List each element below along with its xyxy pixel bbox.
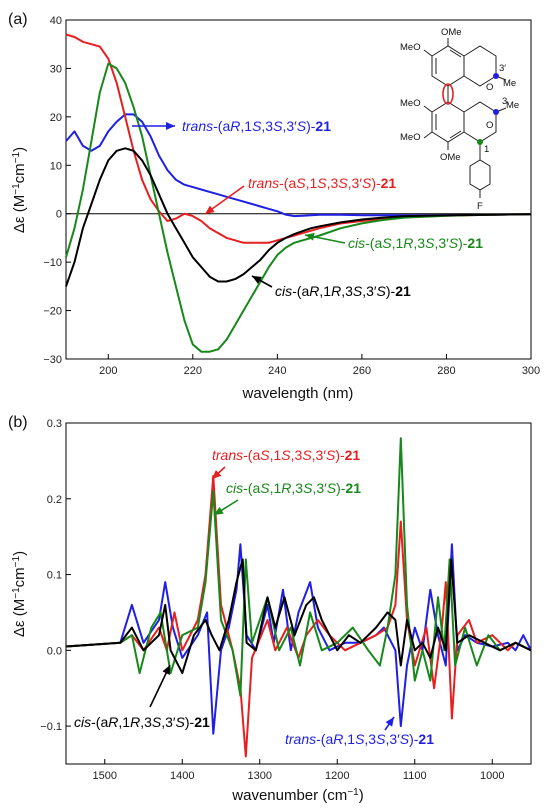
- meo-bond: [423, 49, 433, 57]
- y-tick-label: −20: [43, 306, 62, 318]
- annotation-arrow: [132, 122, 175, 130]
- lower-aromatic-ring: [431, 101, 465, 143]
- panel-b-series: [65, 437, 532, 758]
- x-tick-label: 1500: [93, 770, 117, 782]
- x-tick-label: 1000: [480, 770, 504, 782]
- x-tick-label: 1400: [170, 770, 194, 782]
- meo-label: MeO: [400, 98, 421, 109]
- meo-label: MeO: [400, 132, 421, 143]
- series-line-0: [65, 113, 532, 218]
- ome-label: OMe: [441, 27, 462, 38]
- stereocenter-3prime-marker: [493, 73, 499, 79]
- stereocenter-3-marker: [493, 109, 499, 115]
- series-line-2: [65, 437, 532, 697]
- panel-a-series: [65, 33, 532, 353]
- fluorine-label: F: [477, 201, 483, 212]
- y-tick-label: 0.1: [47, 570, 62, 582]
- x-tick-label: 260: [353, 365, 371, 377]
- meo-label: MeO: [400, 42, 421, 53]
- chiral-axis-highlight-icon: [442, 83, 454, 105]
- annotation-arrow: [211, 466, 226, 480]
- x-tick-label: 220: [184, 365, 202, 377]
- y-tick-label: 0.2: [47, 494, 62, 506]
- annotation-label: cis-(aR,1R,3S,3′S)-21: [275, 283, 411, 299]
- series-line-1: [65, 33, 532, 244]
- annotation-label: trans-(aR,1S,3S,3′S)-21: [182, 118, 331, 134]
- x-tick-label: 240: [268, 365, 286, 377]
- series-line-2: [65, 62, 532, 353]
- series-line-3: [65, 558, 532, 675]
- y-tick-label: −0.1: [40, 721, 62, 733]
- annotation-label: cis-(aR,1R,3S,3′S)-21: [74, 714, 210, 730]
- lower-ring-double-bond: [449, 130, 462, 139]
- fluorophenyl-ring: [469, 159, 491, 191]
- upper-ring-double-bond: [449, 49, 462, 58]
- annotation-label: trans-(aS,1S,3S,3′S)-21: [248, 175, 396, 191]
- annotation-arrow: [304, 232, 346, 244]
- oxygen-label: O: [486, 82, 493, 93]
- stereocenter-1-marker: [477, 139, 483, 145]
- annotation-label: cis-(aS,1R,3S,3′S)-21: [348, 235, 483, 251]
- panel-b-annotations: trans-(aS,1S,3S,3′S)-21 cis-(aS,1R,3S,3′S…: [74, 447, 434, 747]
- panel-b-label: (b): [8, 414, 28, 431]
- stereo-1-label: 1: [484, 144, 489, 155]
- upper-oxygen-ring: [463, 45, 497, 87]
- x-tick-label: 1100: [403, 770, 427, 782]
- panel-a-x-axis-title: wavelength (nm): [242, 385, 354, 402]
- x-tick-label: 200: [99, 365, 117, 377]
- panel-b-plot-frame: [65, 422, 532, 765]
- annotation-label: trans-(aS,1S,3S,3′S)-21: [212, 447, 360, 463]
- panel-a-y-axis-title: Δε (M−1cm−1): [11, 147, 29, 233]
- y-tick-label: 30: [50, 63, 62, 75]
- x-tick-label: 1200: [325, 770, 349, 782]
- y-tick-label: 40: [50, 15, 62, 27]
- x-tick-label: 1300: [248, 770, 272, 782]
- annotation-arrow: [384, 716, 395, 731]
- y-tick-label: 20: [50, 112, 62, 124]
- lower-oxygen-ring: [463, 101, 497, 143]
- annotation-arrow: [149, 664, 171, 708]
- x-tick-label: 280: [437, 365, 455, 377]
- y-tick-label: 10: [50, 160, 62, 172]
- upper-aromatic-ring: [431, 45, 465, 87]
- panel-a-ticks: 200 220 240 260 280 300 −30 −20 −10 0 10 20 30 40: [43, 15, 540, 377]
- annotation-label: cis-(aS,1R,3S,3′S)-21: [226, 480, 361, 496]
- annotation-arrow: [213, 499, 239, 516]
- panel-b-ticks: 1500 1400 1300 1200 1100 1000 −0.1 0.0 0.1 0.2 0.3: [40, 418, 504, 782]
- series-line-1: [65, 475, 532, 758]
- y-tick-label: 0: [56, 209, 62, 221]
- molecule-labels: OMe MeO 3′ Me 3 Me MeO MeO OMe 1 F O O: [400, 27, 519, 212]
- annotation-label: trans-(aR,1S,3S,3′S)-21: [285, 731, 434, 747]
- methyl-label: Me: [506, 100, 519, 111]
- panel-a-label: (a): [8, 11, 28, 28]
- stereo-3-label: 3: [502, 96, 507, 107]
- y-tick-label: −30: [43, 354, 62, 366]
- panel-a-annotations: trans-(aR,1S,3S,3′S)-21 trans-(aS,1S,3S,3…: [132, 118, 483, 299]
- series-line-3: [65, 147, 532, 287]
- y-tick-label: −10: [43, 257, 62, 269]
- annotation-arrow: [204, 185, 245, 215]
- y-tick-label: 0.0: [47, 645, 62, 657]
- stereo-3prime-label: 3′: [499, 63, 506, 74]
- y-tick-label: 0.3: [47, 418, 62, 430]
- oxygen-label: O: [486, 120, 493, 131]
- x-tick-label: 300: [522, 365, 540, 377]
- annotation-arrow: [251, 275, 273, 288]
- ome-label: OMe: [440, 152, 461, 163]
- panel-b-y-axis-title: Δε (M−1cm−1): [11, 551, 29, 637]
- panel-b-x-axis-title: wavenumber (cm−1): [231, 787, 363, 805]
- panel-a-plot-frame: [65, 19, 532, 360]
- molecule-structure: [423, 38, 507, 198]
- meo-bond: [423, 105, 433, 113]
- meo-bond: [423, 131, 433, 139]
- methyl-label: Me: [503, 78, 516, 89]
